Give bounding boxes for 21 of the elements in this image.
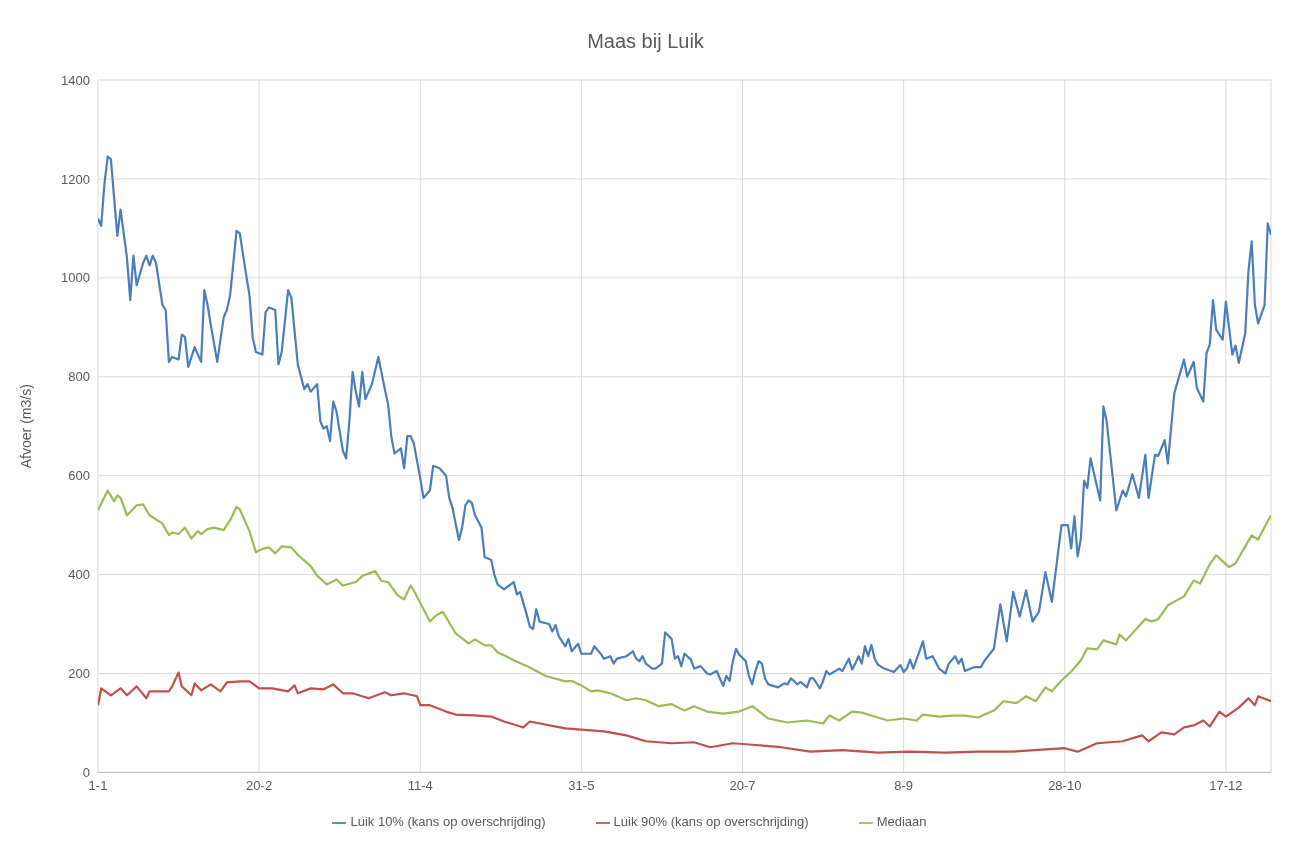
y-axis-title: Afvoer (m3/s): [17, 384, 34, 469]
y-tick-label: 600: [68, 468, 90, 484]
x-tick-label: 8-9: [894, 777, 914, 793]
y-tick-label: 1000: [61, 270, 90, 286]
legend-label: Luik 10% (kans op overschrijding): [350, 814, 546, 830]
x-tick-label: 31-5: [568, 777, 595, 793]
legend-label: Mediaan: [876, 814, 927, 830]
y-tick-label: 800: [68, 369, 90, 385]
x-tick-label: 11-4: [407, 777, 433, 793]
x-tick-label: 28-10: [1048, 777, 1082, 793]
y-tick-label: 1200: [61, 171, 90, 187]
y-tick-label: 0: [82, 765, 90, 781]
x-tick-label: 17-12: [1209, 777, 1243, 793]
y-tick-label: 1400: [61, 72, 90, 88]
chart-title: Maas bij Luik: [586, 29, 705, 54]
y-tick-label: 200: [68, 666, 90, 682]
y-tick-label: 400: [68, 567, 90, 583]
x-tick-label: 20-2: [246, 777, 273, 793]
legend-label: Luik 90% (kans op overschrijding): [613, 814, 809, 830]
x-tick-label: 20-7: [729, 777, 756, 793]
x-tick-label: 1-1: [88, 777, 108, 793]
